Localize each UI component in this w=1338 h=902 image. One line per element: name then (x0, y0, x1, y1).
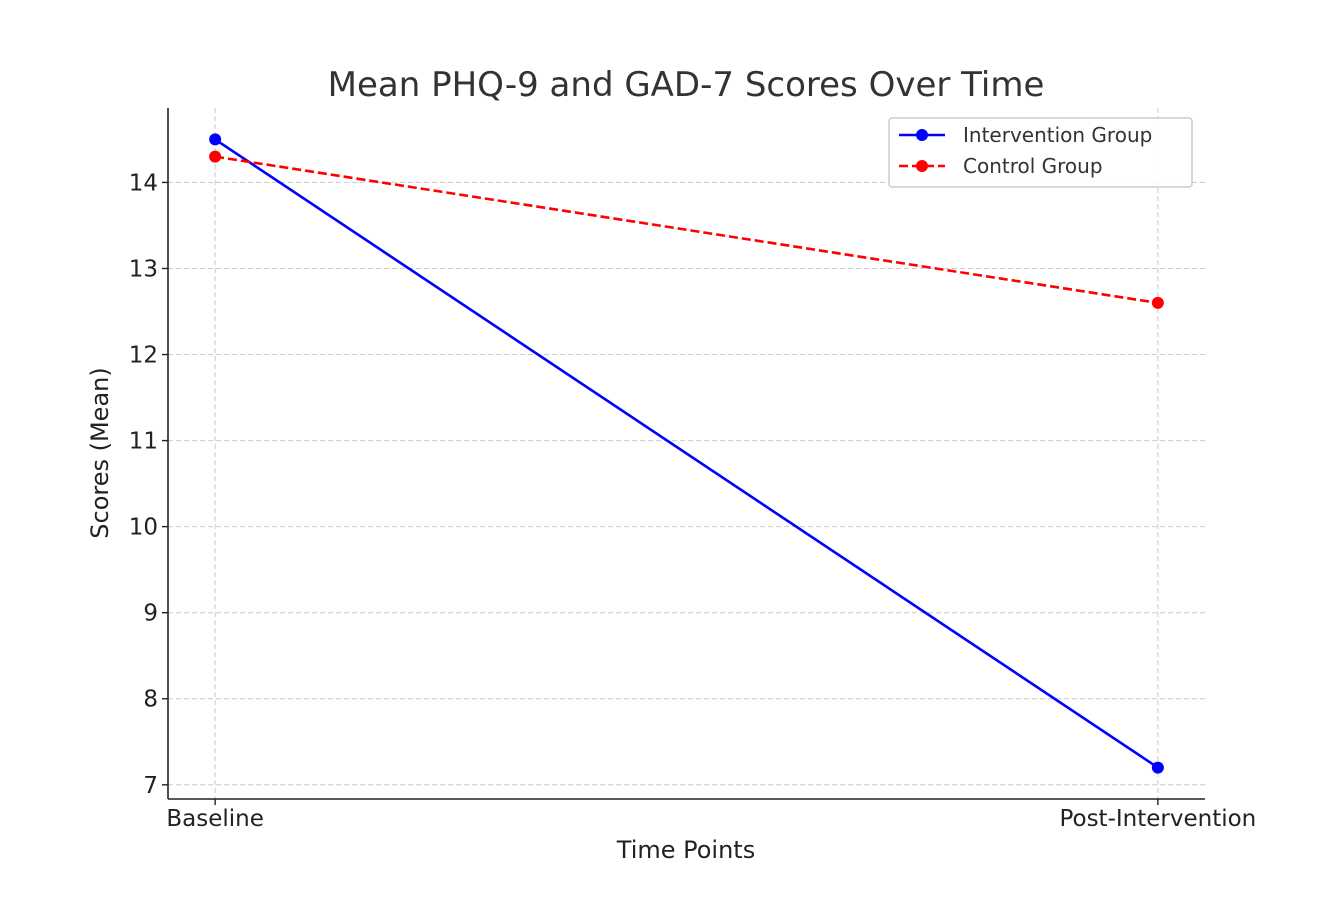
y-tick-label: 11 (129, 429, 158, 455)
y-tick-label: 12 (129, 343, 158, 369)
legend-marker (916, 160, 928, 172)
chart-title: Mean PHQ-9 and GAD-7 Scores Over Time (328, 65, 1045, 105)
data-point (209, 150, 222, 163)
data-point (1151, 296, 1164, 309)
y-axis-label: Scores (Mean) (86, 367, 114, 538)
y-tick-label: 7 (143, 773, 158, 799)
y-ticks: 7 8 9 10 11 12 13 14 (129, 170, 168, 799)
x-ticks: Baseline Post-Intervention (166, 799, 1256, 832)
x-tick-label: Post-Intervention (1059, 806, 1256, 832)
data-point (209, 133, 222, 146)
y-tick-label: 9 (143, 601, 158, 627)
y-tick-label: 8 (143, 687, 158, 713)
legend-box (888, 117, 1193, 188)
series-layer (209, 133, 1164, 774)
legend-label: Intervention Group (963, 123, 1152, 147)
data-point (1151, 761, 1164, 774)
x-tick-label: Baseline (166, 806, 264, 832)
y-tick-label: 14 (129, 170, 158, 196)
series-line (214, 155, 1159, 305)
legend-label: Control Group (963, 154, 1103, 178)
y-tick-label: 13 (129, 256, 158, 282)
legend: Intervention Group Control Group (888, 117, 1193, 188)
series-line (214, 138, 1159, 769)
legend-marker (916, 129, 928, 141)
x-axis-label: Time Points (616, 836, 755, 864)
y-tick-label: 10 (129, 515, 158, 541)
